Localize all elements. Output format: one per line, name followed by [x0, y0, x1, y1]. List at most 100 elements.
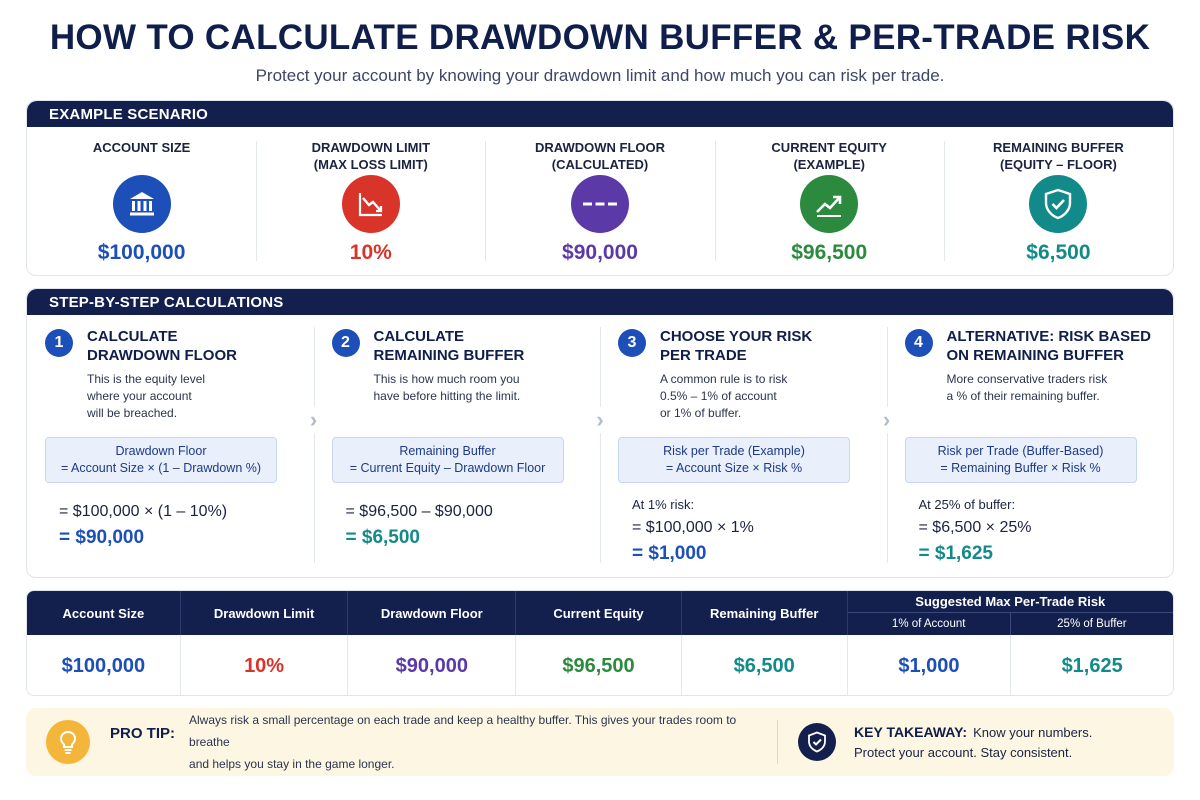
formula-box: Risk per Trade (Buffer-Based) = Remaining…	[904, 437, 1137, 483]
calc-line: = $96,500 – $90,000	[345, 503, 493, 520]
column-header: Current Equity	[516, 591, 682, 635]
column-group-title: Suggested Max Per-Trade Risk	[847, 591, 1173, 613]
metric-label: REMAINING BUFFER	[993, 140, 1124, 155]
calc-result: = $90,000	[59, 527, 145, 548]
metric-label: DRAWDOWN LIMIT	[311, 140, 431, 155]
step-desc: or 1% of buffer.	[660, 406, 742, 420]
formula-name: Drawdown Floor	[115, 444, 207, 458]
key-takeaway-text: Protect your account. Stay consistent.	[854, 744, 1073, 760]
step-desc: A common rule is to risk	[660, 372, 788, 386]
metric-drawdown-floor: DRAWDOWN FLOOR (CALCULATED) $90,000	[485, 127, 714, 275]
formula-expression: = Remaining Buffer × Risk %	[940, 461, 1101, 475]
trend-up-icon	[800, 175, 859, 233]
step-desc: a % of their remaining buffer.	[946, 389, 1100, 403]
metric-sublabel: (MAX LOSS LIMIT)	[313, 157, 428, 172]
formula-box: Remaining Buffer = Current Equity – Drawd…	[331, 437, 564, 483]
metric-sublabel: (EQUITY – FLOOR)	[1000, 157, 1117, 172]
formula-name: Risk per Trade (Buffer-Based)	[937, 444, 1104, 458]
column-header: Account Size	[27, 591, 181, 635]
step-title: DRAWDOWN FLOOR	[87, 347, 237, 364]
key-takeaway-label: KEY TAKEAWAY:	[854, 723, 968, 740]
step-desc: This is how much room you	[373, 372, 520, 386]
table-cell: $6,500	[682, 635, 848, 695]
example-scenario-panel: EXAMPLE SCENARIO ACCOUNT SIZE $100,000 D…	[26, 100, 1174, 276]
formula-name: Remaining Buffer	[399, 444, 496, 458]
step-number: 2	[331, 329, 360, 357]
step-desc: where your account	[87, 389, 192, 403]
column-header: Drawdown Limit	[181, 591, 349, 635]
column-header: Remaining Buffer	[682, 591, 848, 635]
chevron-right-icon: ›	[591, 407, 609, 433]
metric-value: $100,000	[97, 241, 186, 264]
calc-note: At 1% risk:	[632, 497, 695, 512]
calc-note: At 25% of buffer:	[918, 497, 1016, 512]
bank-icon	[112, 175, 171, 233]
metric-label: ACCOUNT SIZE	[92, 140, 191, 155]
summary-value-row: $100,000 10% $90,000 $96,500 $6,500 $1,0…	[27, 635, 1173, 695]
calc-line: = $100,000 × (1 – 10%)	[59, 503, 228, 520]
formula-box: Drawdown Floor = Account Size × (1 – Draw…	[45, 437, 277, 483]
page-subtitle: Protect your account by knowing your dra…	[255, 66, 945, 85]
metric-value: $90,000	[562, 241, 638, 264]
lightbulb-icon	[46, 720, 90, 764]
shield-check-icon	[798, 723, 837, 761]
summary-table: Account Size Drawdown Limit Drawdown Flo…	[26, 590, 1174, 696]
chevron-right-icon: ›	[877, 407, 896, 433]
metric-current-equity: CURRENT EQUITY (EXAMPLE) $96,500	[714, 127, 944, 275]
metric-sublabel: (EXAMPLE)	[793, 157, 865, 172]
table-cell: 10%	[181, 635, 349, 695]
column-subheader: 1% of Account	[891, 618, 966, 630]
metric-label: CURRENT EQUITY	[771, 140, 887, 155]
pro-tip-text: Always risk a small percentage on each t…	[189, 713, 737, 749]
metric-value: $96,500	[791, 241, 868, 264]
table-cell: $96,500	[516, 635, 682, 695]
step-title: CALCULATE	[373, 328, 465, 345]
formula-expression: = Current Equity – Drawdown Floor	[349, 461, 546, 475]
metric-value: $6,500	[1026, 241, 1091, 264]
step-title: CHOOSE YOUR RISK	[660, 328, 813, 345]
step-number: 3	[618, 329, 646, 357]
calc-line: = $6,500 × 25%	[918, 519, 1032, 536]
calc-line: = $100,000 × 1%	[632, 519, 754, 536]
step-desc: This is the equity level	[87, 372, 206, 386]
step-2: › 2 CALCULATE REMAINING BUFFER This is ho…	[304, 315, 601, 577]
column-subheader: 25% of Buffer	[1009, 613, 1173, 635]
calc-result: = $1,000	[632, 543, 707, 564]
example-scenario-heading: EXAMPLE SCENARIO	[27, 101, 1173, 127]
key-takeaway-text: Know your numbers.	[973, 724, 1093, 740]
step-title: ON REMAINING BUFFER	[946, 347, 1125, 364]
calc-result: = $6,500	[345, 527, 421, 548]
table-cell: $1,000	[848, 635, 1012, 695]
step-title: PER TRADE	[660, 347, 747, 364]
step-title: CALCULATE	[87, 328, 178, 345]
step-desc: will be breached.	[87, 406, 178, 420]
divider	[777, 720, 779, 764]
steps-panel: STEP-BY-STEP CALCULATIONS 1 CALCULATE DRA…	[26, 288, 1174, 578]
step-desc: More conservative traders risk	[946, 372, 1108, 386]
page-title: HOW TO CALCULATE DRAWDOWN BUFFER & PER-T…	[49, 18, 1151, 57]
step-4: › 4 ALTERNATIVE: RISK BASED ON REMAINING …	[877, 315, 1174, 577]
dashes-icon	[571, 175, 629, 233]
calc-result: = $1,625	[918, 543, 994, 564]
table-cell: $90,000	[348, 635, 517, 695]
column-header: Drawdown Floor	[348, 591, 517, 635]
metric-drawdown-limit: DRAWDOWN LIMIT (MAX LOSS LIMIT) 10%	[256, 127, 485, 275]
step-desc: have before hitting the limit.	[373, 389, 521, 403]
metric-value: 10%	[349, 241, 392, 264]
shield-check-icon	[1029, 175, 1088, 233]
formula-name: Risk per Trade (Example)	[663, 444, 805, 458]
pro-tip-banner: PRO TIP: Always risk a small percentage …	[26, 708, 1174, 776]
step-title: ALTERNATIVE: RISK BASED	[946, 328, 1151, 345]
table-cell: $100,000	[27, 635, 181, 695]
formula-box: Risk per Trade (Example) = Account Size ×…	[618, 437, 850, 483]
step-number: 1	[45, 329, 73, 357]
pro-tip-label: PRO TIP:	[110, 725, 176, 742]
step-1: 1 CALCULATE DRAWDOWN FLOOR This is the eq…	[27, 315, 314, 577]
step-3: › 3 CHOOSE YOUR RISK PER TRADE A common r…	[591, 315, 887, 577]
trend-down-icon	[341, 175, 400, 233]
metric-label: DRAWDOWN FLOOR	[535, 140, 665, 155]
step-number: 4	[904, 329, 933, 357]
chevron-right-icon: ›	[304, 407, 323, 433]
summary-header-row: Account Size Drawdown Limit Drawdown Flo…	[27, 591, 1173, 635]
table-cell: $1,625	[1061, 654, 1123, 677]
